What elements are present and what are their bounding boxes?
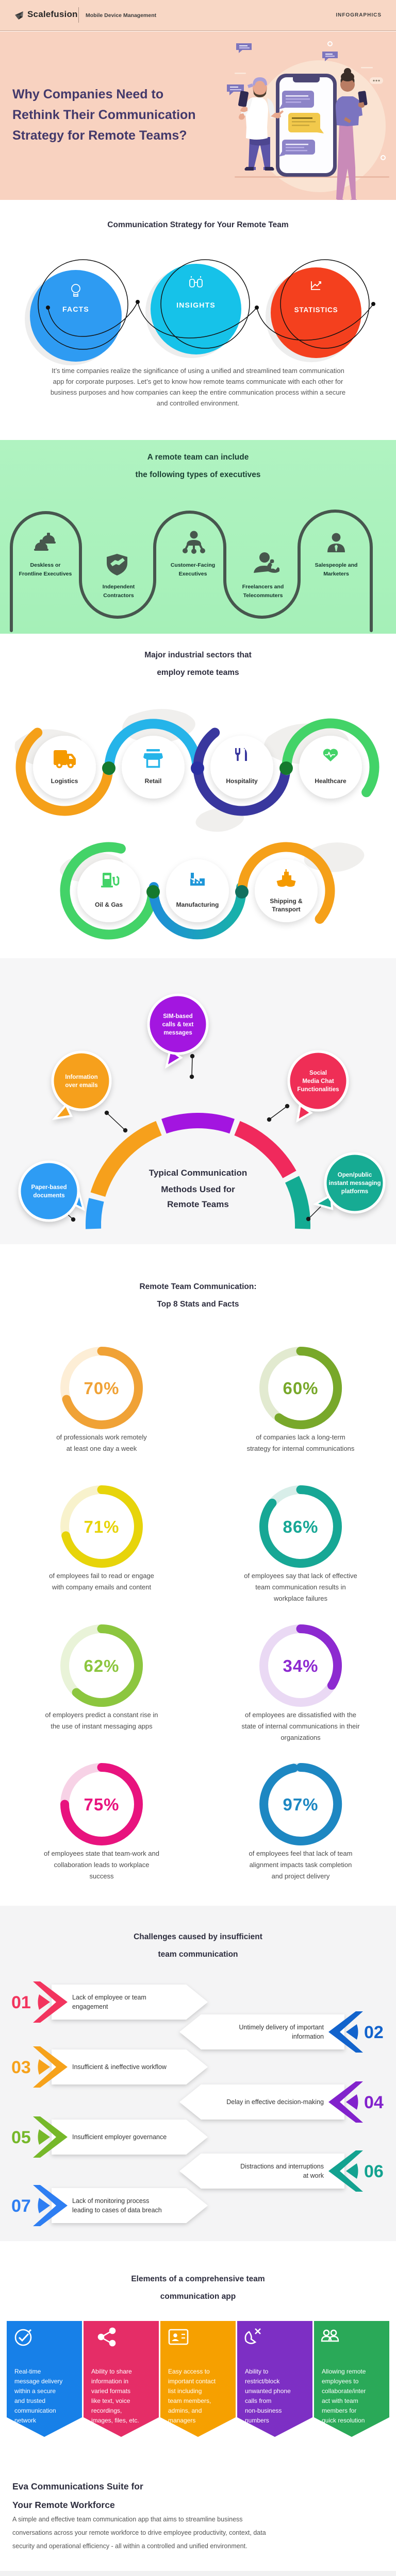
svg-text:62%: 62% — [84, 1656, 119, 1675]
svg-text:07: 07 — [11, 2196, 31, 2216]
svg-text:messages: messages — [163, 1030, 192, 1036]
svg-text:over emails: over emails — [65, 1082, 97, 1089]
svg-text:Functionalities: Functionalities — [297, 1087, 339, 1093]
svg-text:Oil & Gas: Oil & Gas — [95, 901, 123, 908]
svg-text:of employees fail to read or e: of employees fail to read or engage — [49, 1572, 154, 1580]
svg-text:Transport: Transport — [272, 906, 300, 913]
svg-text:Insufficient & ineffective wor: Insufficient & ineffective workflow — [72, 2063, 167, 2071]
svg-text:Retail: Retail — [145, 777, 162, 785]
svg-text:collaboration leads to workpla: collaboration leads to workplace — [54, 1861, 150, 1869]
svg-text:01: 01 — [11, 1993, 31, 2012]
svg-text:34%: 34% — [283, 1656, 318, 1675]
svg-text:information: information — [292, 2033, 324, 2040]
svg-text:Logistics: Logistics — [51, 777, 78, 785]
svg-text:60%: 60% — [283, 1379, 318, 1398]
svg-text:71%: 71% — [84, 1517, 119, 1536]
svg-text:calls & text: calls & text — [162, 1022, 194, 1028]
svg-text:Lack of employee or team: Lack of employee or team — [72, 1994, 146, 2001]
svg-text:engagement: engagement — [72, 2003, 108, 2010]
svg-text:Information: Information — [65, 1074, 97, 1080]
svg-text:FACTS: FACTS — [62, 305, 89, 313]
svg-text:Paper-based: Paper-based — [31, 1184, 67, 1191]
svg-text:03: 03 — [11, 2058, 31, 2077]
svg-text:at work: at work — [303, 2172, 324, 2179]
svg-text:06: 06 — [364, 2162, 384, 2181]
svg-text:of employees feel that lack of: of employees feel that lack of team — [249, 1850, 353, 1857]
svg-text:with company emails and conten: with company emails and content — [52, 1583, 152, 1591]
svg-text:Social: Social — [309, 1070, 327, 1076]
svg-text:and project delivery: and project delivery — [272, 1872, 330, 1880]
svg-text:Methods Used for: Methods Used for — [161, 1184, 235, 1194]
svg-text:Delay in effective decision-ma: Delay in effective decision-making — [226, 2098, 324, 2106]
svg-text:alignment impacts task complet: alignment impacts task completion — [250, 1861, 352, 1869]
svg-text:Shipping &: Shipping & — [270, 897, 303, 905]
svg-text:SIM-based: SIM-based — [163, 1013, 193, 1020]
svg-text:Open/public: Open/public — [338, 1172, 372, 1178]
svg-text:Lack of monitoring process: Lack of monitoring process — [72, 2197, 149, 2205]
svg-text:success: success — [90, 1872, 114, 1880]
svg-text:Manufacturing: Manufacturing — [176, 901, 219, 908]
svg-text:organizations: organizations — [280, 1734, 321, 1741]
svg-text:04: 04 — [364, 2093, 384, 2112]
svg-text:of companies lack a long-term: of companies lack a long-term — [256, 1433, 345, 1441]
svg-text:team communication results in: team communication results in — [255, 1583, 346, 1591]
svg-text:Untimely delivery of important: Untimely delivery of important — [239, 2024, 324, 2031]
svg-text:Insufficient employer governan: Insufficient employer governance — [72, 2133, 167, 2141]
svg-text:Remote Teams: Remote Teams — [167, 1199, 229, 1209]
svg-text:of professionals work remotely: of professionals work remotely — [56, 1433, 147, 1441]
svg-text:75%: 75% — [84, 1795, 119, 1814]
svg-text:STATISTICS: STATISTICS — [294, 306, 338, 314]
svg-text:05: 05 — [11, 2128, 31, 2147]
svg-text:leading to cases of data breac: leading to cases of data breach — [72, 2207, 162, 2214]
svg-text:Media Chat: Media Chat — [302, 1078, 334, 1084]
svg-text:02: 02 — [364, 2023, 384, 2042]
svg-text:of employees say that lack of: of employees say that lack of effective — [244, 1572, 357, 1580]
svg-text:strategy for internal communic: strategy for internal communications — [247, 1445, 355, 1452]
svg-text:Distractions and interruptions: Distractions and interruptions — [240, 2163, 324, 2170]
svg-text:at least one day a week: at least one day a week — [67, 1445, 137, 1452]
svg-text:instant messaging: instant messaging — [329, 1180, 381, 1187]
svg-text:Healthcare: Healthcare — [315, 777, 346, 785]
svg-text:of employees state that team-w: of employees state that team-work and — [44, 1850, 159, 1857]
svg-text:70%: 70% — [84, 1379, 119, 1398]
svg-text:Typical Communication: Typical Communication — [149, 1168, 248, 1178]
svg-text:97%: 97% — [283, 1795, 318, 1814]
svg-text:state of internal communicatio: state of internal communications in thei… — [241, 1722, 360, 1730]
svg-text:the use of instant messaging a: the use of instant messaging apps — [51, 1722, 153, 1730]
svg-text:Hospitality: Hospitality — [226, 777, 258, 785]
svg-text:INSIGHTS: INSIGHTS — [176, 301, 216, 309]
svg-text:86%: 86% — [283, 1517, 318, 1536]
svg-text:documents: documents — [33, 1193, 64, 1199]
svg-text:of employers predict a constan: of employers predict a constant rise in — [45, 1711, 158, 1719]
svg-text:of employees are dissatisfied: of employees are dissatisfied with the — [245, 1711, 356, 1719]
svg-text:workplace failures: workplace failures — [273, 1595, 328, 1602]
svg-text:platforms: platforms — [341, 1189, 368, 1195]
